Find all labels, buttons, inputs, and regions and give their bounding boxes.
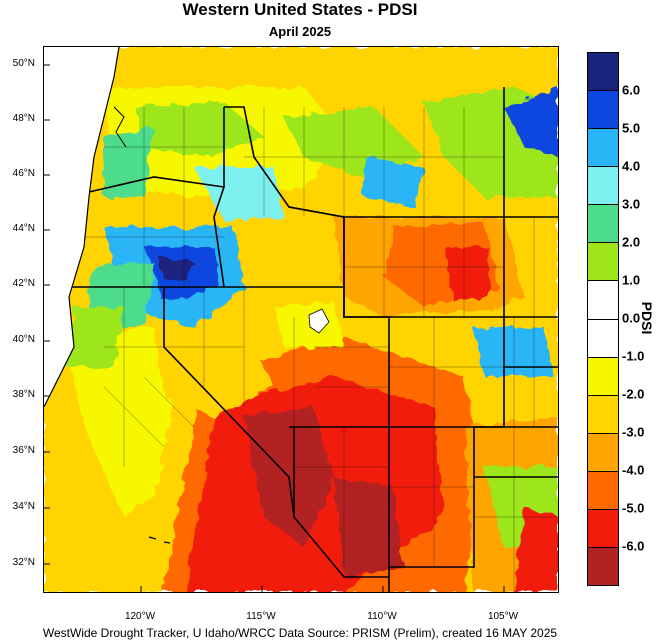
colorbar-title: PDSI bbox=[639, 301, 655, 335]
colorbar-tick-label: 0.0 bbox=[622, 310, 641, 326]
colorbar-tick-label: 2.0 bbox=[622, 234, 641, 250]
colorbar-swatch bbox=[588, 243, 618, 282]
colorbar-swatch bbox=[588, 129, 618, 168]
lon-label-115: 115°W bbox=[246, 611, 276, 622]
lat-label-32: 32°N bbox=[12, 557, 35, 568]
map-svg bbox=[44, 47, 558, 592]
colorbar-tick-label: 3.0 bbox=[622, 196, 641, 212]
lon-label-120: 120°W bbox=[124, 611, 156, 622]
lon-label-105: 105°W bbox=[487, 611, 519, 622]
lat-label-50: 50°N bbox=[12, 58, 35, 69]
pdsi-map bbox=[43, 46, 559, 593]
lat-label-34: 34°N bbox=[12, 501, 35, 512]
colorbar-swatch bbox=[588, 509, 618, 549]
colorbar-tick-label: -6.0 bbox=[622, 538, 645, 554]
colorbar-tick-label: -5.0 bbox=[622, 500, 645, 516]
lat-label-40: 40°N bbox=[12, 334, 35, 345]
coastline bbox=[44, 47, 120, 408]
colorbar-swatch bbox=[588, 281, 618, 320]
colorbar-tick-label: -4.0 bbox=[622, 462, 645, 478]
colorbar-tick-label: 1.0 bbox=[622, 272, 641, 288]
lon-label-110: 110°W bbox=[367, 611, 397, 622]
graticule-ticks bbox=[44, 64, 505, 592]
lat-label-48: 48°N bbox=[12, 113, 35, 124]
colorbar-tick-label: 5.0 bbox=[622, 120, 641, 136]
puget-sound bbox=[113, 106, 127, 148]
colorbar-tick-label: -3.0 bbox=[622, 424, 645, 440]
colorbar-swatch bbox=[588, 395, 618, 434]
colorbar-tick-label: 4.0 bbox=[622, 158, 641, 174]
colorbar-tick-label: -1.0 bbox=[622, 348, 645, 364]
colorbar-tick-label: -2.0 bbox=[622, 386, 645, 402]
colorbar-swatch bbox=[588, 471, 618, 510]
lat-label-36: 36°N bbox=[12, 445, 35, 456]
colorbar-swatch bbox=[588, 53, 618, 92]
colorbar-swatch bbox=[588, 433, 618, 472]
credit-line: WestWide Drought Tracker, U Idaho/WRCC D… bbox=[42, 626, 558, 640]
channel-islands bbox=[148, 536, 171, 544]
pdsi-colorbar bbox=[587, 52, 619, 586]
colorbar-swatch bbox=[588, 357, 618, 396]
colorbar-swatch bbox=[588, 91, 618, 130]
county-lines bbox=[84, 107, 558, 592]
lat-label-44: 44°N bbox=[12, 223, 35, 234]
lat-label-42: 42°N bbox=[12, 278, 35, 289]
colorbar-tick-label: 6.0 bbox=[622, 82, 641, 98]
lat-label-38: 38°N bbox=[12, 389, 35, 400]
pdsi-field bbox=[44, 47, 558, 592]
map-title: Western United States - PDSI bbox=[182, 0, 418, 19]
lat-label-46: 46°N bbox=[12, 168, 35, 179]
great-salt-lake bbox=[308, 308, 330, 334]
colorbar-swatch bbox=[588, 548, 618, 586]
colorbar-swatch bbox=[588, 319, 618, 358]
map-subtitle: April 2025 bbox=[268, 24, 332, 39]
colorbar-swatch bbox=[588, 167, 618, 206]
colorbar-swatch bbox=[588, 205, 618, 244]
